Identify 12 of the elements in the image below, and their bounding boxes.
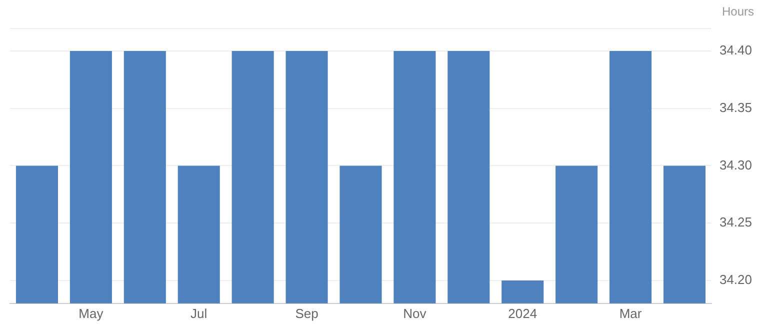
- x-tick-label: May: [78, 306, 104, 321]
- y-tick-label: 34.20: [719, 272, 752, 288]
- y-tick-label: 34.35: [719, 100, 752, 115]
- x-tick-label: Jul: [190, 306, 208, 321]
- x-tick-label: Nov: [403, 306, 427, 321]
- x-tick-label: 2024: [508, 306, 538, 321]
- y-axis-title: Hours: [722, 4, 754, 18]
- x-tick-label: Sep: [295, 306, 318, 321]
- y-tick-label: 34.30: [719, 157, 752, 172]
- y-tick-label: 34.25: [719, 214, 752, 230]
- x-tick-label: Mar: [619, 306, 642, 321]
- y-tick-label: 34.40: [719, 42, 752, 58]
